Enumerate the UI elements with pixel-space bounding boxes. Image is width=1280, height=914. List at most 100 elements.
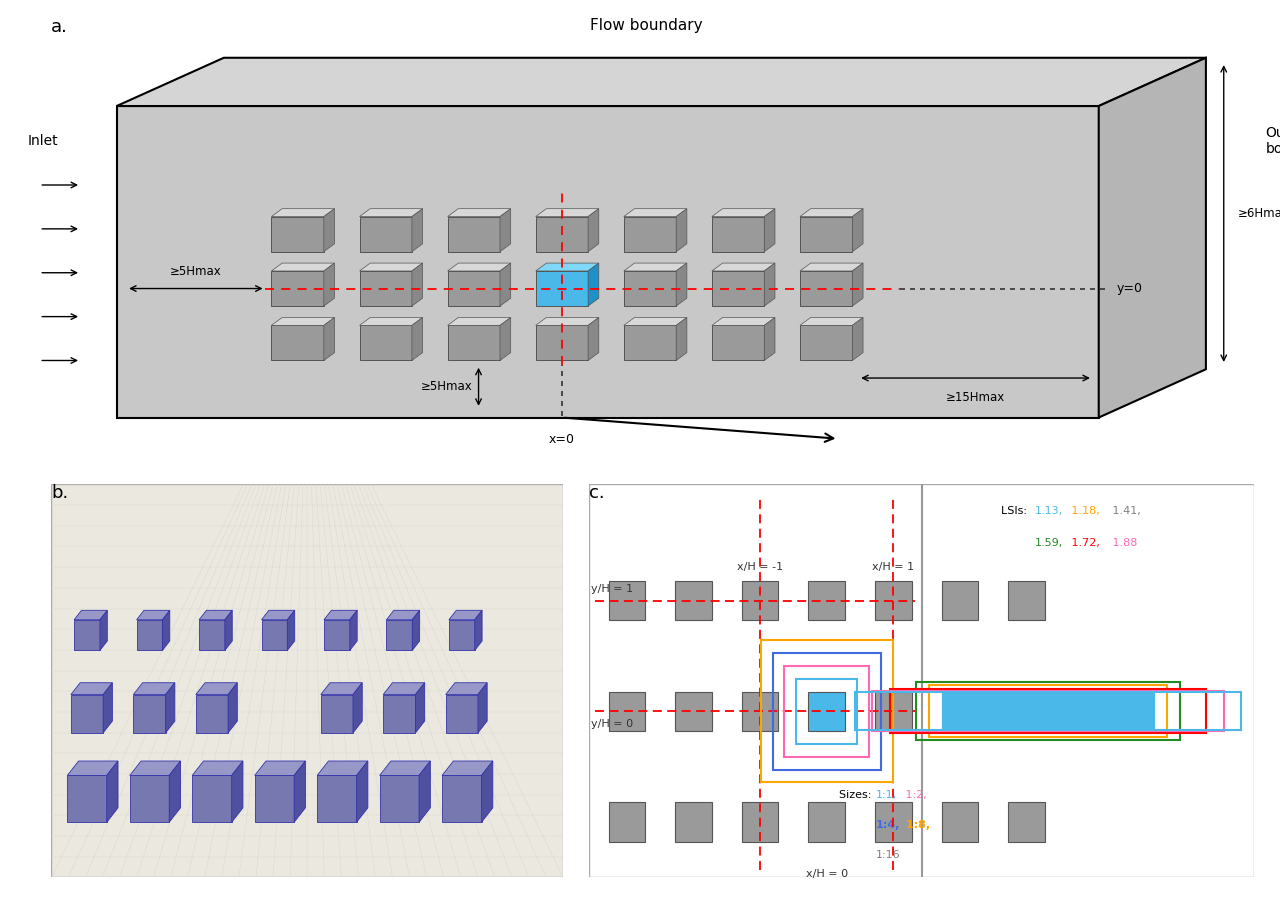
Polygon shape bbox=[100, 611, 108, 651]
Bar bbox=[796, 679, 858, 744]
Polygon shape bbox=[623, 263, 687, 271]
Text: x/H = -1: x/H = -1 bbox=[737, 562, 783, 572]
Polygon shape bbox=[416, 683, 425, 733]
Bar bbox=[676, 802, 712, 842]
Bar bbox=[712, 325, 764, 360]
Polygon shape bbox=[623, 317, 687, 325]
Polygon shape bbox=[196, 683, 237, 695]
Bar bbox=[317, 775, 357, 823]
Polygon shape bbox=[712, 317, 774, 325]
Polygon shape bbox=[764, 208, 774, 251]
Polygon shape bbox=[852, 208, 863, 251]
Bar bbox=[623, 271, 676, 306]
Polygon shape bbox=[588, 263, 599, 306]
Bar bbox=[536, 271, 588, 306]
Bar bbox=[321, 695, 353, 733]
Polygon shape bbox=[1098, 58, 1206, 418]
Polygon shape bbox=[271, 317, 334, 325]
Bar bbox=[676, 581, 712, 621]
Bar bbox=[809, 581, 845, 621]
Bar bbox=[609, 581, 645, 621]
Bar bbox=[809, 802, 845, 842]
Text: x/H = 0: x/H = 0 bbox=[805, 869, 847, 879]
Polygon shape bbox=[412, 611, 420, 651]
Text: Inlet: Inlet bbox=[27, 134, 58, 148]
Polygon shape bbox=[137, 611, 170, 620]
Bar bbox=[360, 217, 412, 251]
Polygon shape bbox=[271, 263, 334, 271]
Polygon shape bbox=[448, 317, 511, 325]
Bar bbox=[742, 802, 778, 842]
Bar bbox=[448, 325, 500, 360]
Polygon shape bbox=[133, 683, 175, 695]
Bar bbox=[448, 271, 500, 306]
Text: y/H = 0: y/H = 0 bbox=[591, 719, 634, 729]
Bar bbox=[383, 695, 416, 733]
Polygon shape bbox=[294, 761, 306, 823]
Text: b.: b. bbox=[51, 484, 68, 503]
Bar bbox=[271, 271, 324, 306]
Bar bbox=[742, 581, 778, 621]
Polygon shape bbox=[448, 263, 511, 271]
Polygon shape bbox=[163, 611, 170, 651]
Text: y/H = 1: y/H = 1 bbox=[591, 584, 634, 594]
Bar bbox=[623, 325, 676, 360]
Polygon shape bbox=[800, 208, 863, 217]
Polygon shape bbox=[360, 263, 422, 271]
Bar bbox=[129, 775, 169, 823]
Polygon shape bbox=[448, 208, 511, 217]
Text: LSIs:: LSIs: bbox=[1001, 505, 1030, 515]
Bar bbox=[137, 620, 163, 651]
Text: Sizes:: Sizes: bbox=[838, 790, 874, 800]
Polygon shape bbox=[321, 683, 362, 695]
Bar bbox=[200, 620, 225, 651]
Polygon shape bbox=[129, 761, 180, 775]
Bar bbox=[876, 692, 911, 731]
Bar bbox=[70, 695, 104, 733]
Bar bbox=[255, 775, 294, 823]
Polygon shape bbox=[852, 263, 863, 306]
Text: 1.88: 1.88 bbox=[1110, 538, 1138, 548]
Text: 1.72,: 1.72, bbox=[1068, 538, 1100, 548]
Text: x/H = 1: x/H = 1 bbox=[872, 562, 914, 572]
Polygon shape bbox=[500, 317, 511, 360]
Bar bbox=[876, 802, 911, 842]
Text: 1:4,: 1:4, bbox=[876, 820, 900, 830]
Polygon shape bbox=[324, 263, 334, 306]
Bar bbox=[916, 682, 1180, 740]
Polygon shape bbox=[360, 208, 422, 217]
Polygon shape bbox=[676, 263, 687, 306]
Text: 1:8,: 1:8, bbox=[902, 820, 931, 830]
Bar bbox=[380, 775, 419, 823]
Polygon shape bbox=[349, 611, 357, 651]
Polygon shape bbox=[255, 761, 306, 775]
Bar bbox=[873, 691, 1224, 731]
Bar bbox=[1009, 802, 1044, 842]
Text: Flow boundary: Flow boundary bbox=[590, 18, 703, 33]
Bar bbox=[773, 654, 881, 770]
Bar bbox=[800, 271, 852, 306]
Text: ≥15Hmax: ≥15Hmax bbox=[946, 391, 1005, 404]
Bar bbox=[876, 581, 911, 621]
Polygon shape bbox=[536, 208, 599, 217]
Polygon shape bbox=[623, 208, 687, 217]
Bar bbox=[800, 217, 852, 251]
Bar bbox=[609, 802, 645, 842]
Bar bbox=[68, 775, 106, 823]
Bar bbox=[676, 692, 712, 731]
Bar bbox=[712, 217, 764, 251]
Polygon shape bbox=[232, 761, 243, 823]
Text: 1:16: 1:16 bbox=[876, 850, 900, 860]
Bar bbox=[942, 687, 1155, 734]
Bar bbox=[536, 217, 588, 251]
Polygon shape bbox=[169, 761, 180, 823]
Polygon shape bbox=[116, 58, 1206, 106]
Text: 1.59,: 1.59, bbox=[1034, 538, 1062, 548]
Text: 1.18,: 1.18, bbox=[1068, 505, 1100, 515]
Bar bbox=[448, 217, 500, 251]
Polygon shape bbox=[588, 208, 599, 251]
Bar bbox=[809, 692, 845, 731]
Polygon shape bbox=[324, 208, 334, 251]
Polygon shape bbox=[228, 683, 237, 733]
Polygon shape bbox=[74, 611, 108, 620]
